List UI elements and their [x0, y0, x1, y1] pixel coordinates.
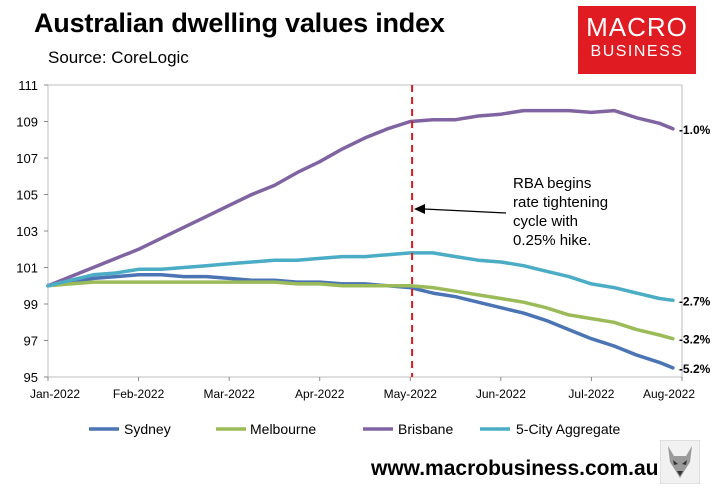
annotation-line-2: rate tightening: [513, 194, 608, 211]
logo-line-1: MACRO: [586, 12, 688, 42]
chart-title: Australian dwelling values index: [34, 8, 445, 38]
series-line-sydney: [46, 273, 675, 370]
end-label-brisbane: -1.0%: [679, 123, 711, 137]
end-label-sydney: -5.2%: [679, 362, 711, 376]
series-line-melbourne: [46, 280, 675, 341]
x-tick-label: Feb-2022: [113, 387, 165, 401]
x-tick-label: Aug-2022: [643, 387, 695, 401]
x-tick-label: Jun-2022: [476, 387, 526, 401]
x-tick-label: Mar-2022: [203, 387, 255, 401]
wolf-logo-icon: [660, 440, 700, 484]
y-tick-label: 99: [24, 297, 38, 312]
source-label: Source: CoreLogic: [48, 48, 189, 67]
y-tick-label: 101: [16, 261, 38, 276]
rba-annotation: RBA begins rate tightening cycle with 0.…: [414, 175, 608, 249]
y-tick-label: 95: [24, 370, 38, 385]
end-label-5-city-aggregate: -2.7%: [679, 294, 711, 308]
y-tick-label: 109: [16, 115, 38, 130]
annotation-line-1: RBA begins: [513, 175, 591, 192]
annotation-arrow: [423, 208, 507, 214]
x-tick-label: Jul-2022: [568, 387, 614, 401]
legend-label-5-city: 5-City Aggregate: [516, 421, 620, 437]
legend-label-brisbane: Brisbane: [398, 421, 453, 437]
x-tick-label: Jan-2022: [30, 387, 80, 401]
x-axis: Jan-2022 Feb-2022 Mar-2022 Apr-2022 May-2022…: [30, 377, 695, 401]
legend-label-melbourne: Melbourne: [250, 421, 316, 437]
series-lines: [46, 108, 675, 370]
footer-url: www.macrobusiness.com.au: [371, 457, 659, 480]
legend-label-sydney: Sydney: [124, 421, 171, 437]
logo-line-2: BUSINESS: [590, 43, 684, 60]
x-tick-label: May-2022: [384, 387, 438, 401]
y-tick-label: 97: [24, 334, 38, 349]
y-tick-label: 103: [16, 224, 38, 239]
series-line-5-city-aggregate: [46, 251, 675, 303]
y-tick-label: 107: [16, 151, 38, 166]
macrobusiness-logo: MACRO BUSINESS: [578, 6, 696, 74]
annotation-line-4: 0.25% hike.: [513, 232, 591, 249]
end-label-melbourne: -3.2%: [679, 333, 711, 347]
y-axis: 111 109 107 105 103 101 99 97 95: [16, 78, 48, 385]
y-tick-label: 105: [16, 188, 38, 203]
y-tick-label: 111: [18, 78, 38, 93]
legend: Sydney Melbourne Brisbane 5-City Aggrega…: [89, 421, 620, 437]
series-line-brisbane: [46, 108, 675, 288]
x-tick-label: Apr-2022: [295, 387, 345, 401]
annotation-arrowhead: [414, 204, 425, 214]
plot-area: [47, 84, 683, 378]
end-labels: -5.2% -3.2% -1.0% -2.7%: [679, 123, 711, 376]
annotation-line-3: cycle with: [513, 213, 578, 230]
